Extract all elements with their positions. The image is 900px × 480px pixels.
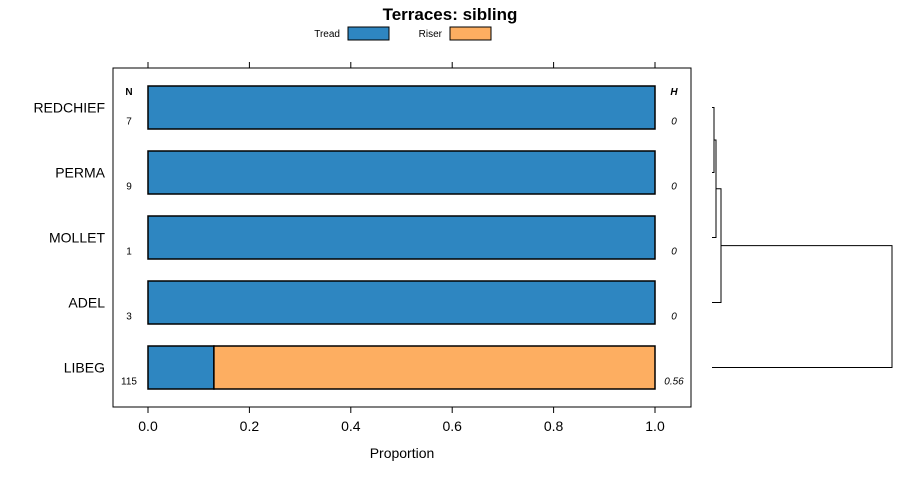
x-tick-label-2: 0.4 xyxy=(341,418,361,434)
x-tick-label-1: 0.2 xyxy=(240,418,260,434)
h-column-header: H xyxy=(670,87,678,98)
bar-redchief-tread xyxy=(147,85,656,130)
bar-perma-tread xyxy=(147,150,656,195)
legend-label-riser: Riser xyxy=(419,29,443,40)
dendrogram-link-0 xyxy=(712,107,715,173)
h-value-perma: 0 xyxy=(671,182,677,193)
n-value-adel: 3 xyxy=(126,312,132,323)
x-tick-label-0: 0.0 xyxy=(138,418,158,434)
h-value-adel: 0 xyxy=(671,312,677,323)
category-label-adel: ADEL xyxy=(68,295,105,311)
x-axis-title: Proportion xyxy=(370,445,435,461)
h-value-libeg: 0.56 xyxy=(664,377,684,388)
n-column-header: N xyxy=(125,87,132,98)
n-value-libeg: 115 xyxy=(121,377,137,388)
top-axis-ticks xyxy=(147,62,656,68)
legend-swatch-riser xyxy=(449,26,492,41)
dendrogram-link-3 xyxy=(712,245,893,368)
category-label-perma: PERMA xyxy=(55,165,105,181)
plot-frame xyxy=(112,67,692,408)
x-axis: 0.0 0.2 0.4 0.6 0.8 1.0 xyxy=(138,407,665,434)
category-label-mollet: MOLLET xyxy=(49,230,105,246)
n-value-mollet: 1 xyxy=(126,247,132,258)
legend-swatch-tread xyxy=(347,26,390,41)
n-value-redchief: 7 xyxy=(126,117,132,128)
h-values: 0 0 0 0 0.56 xyxy=(664,117,684,388)
chart-title: Terraces: sibling xyxy=(383,5,518,24)
category-labels: REDCHIEF PERMA MOLLET ADEL LIBEG xyxy=(33,100,105,376)
x-tick-label-3: 0.6 xyxy=(442,418,462,434)
category-label-libeg: LIBEG xyxy=(64,360,105,376)
category-label-redchief: REDCHIEF xyxy=(33,100,105,116)
n-values: 7 9 1 3 115 xyxy=(121,117,137,388)
legend-label-tread: Tread xyxy=(314,29,340,40)
bar-adel-tread xyxy=(147,280,656,325)
bar-mollet-tread xyxy=(147,215,656,260)
x-tick-label-5: 1.0 xyxy=(645,418,665,434)
h-value-redchief: 0 xyxy=(671,117,677,128)
bars-group xyxy=(147,85,656,390)
n-value-perma: 9 xyxy=(126,182,132,193)
dendrogram xyxy=(712,107,893,368)
x-tick-label-4: 0.8 xyxy=(544,418,564,434)
legend: Tread Riser xyxy=(314,26,492,41)
bar-libeg-tread xyxy=(147,345,215,390)
bar-libeg-riser xyxy=(213,345,656,390)
h-value-mollet: 0 xyxy=(671,247,677,258)
